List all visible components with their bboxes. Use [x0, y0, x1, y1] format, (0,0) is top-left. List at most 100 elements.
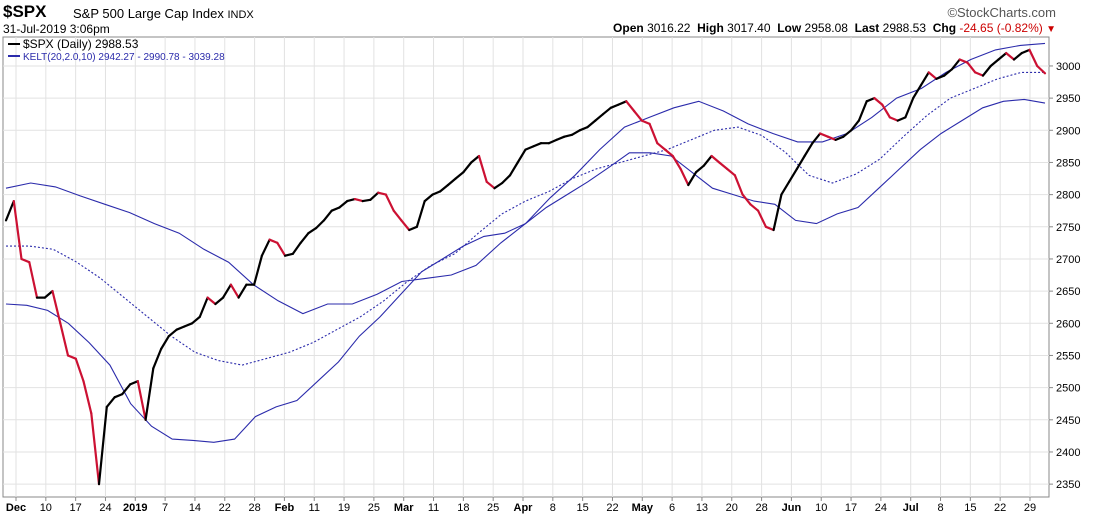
price-segment-up [43, 290, 54, 299]
price-segment-down [392, 209, 403, 222]
x-tick-label: 15 [964, 502, 976, 514]
x-tick-label: 15 [577, 502, 589, 514]
index-full-name: S&P 500 Large Cap Index [73, 6, 224, 21]
price-segment-down [826, 135, 837, 141]
price-segment-up [129, 380, 139, 386]
y-tick-label: 2550 [1056, 350, 1080, 362]
y-tick-label: 2950 [1056, 93, 1080, 105]
price-segment-up [121, 383, 132, 396]
price-segment-down [671, 154, 682, 170]
price-segment-down [353, 198, 364, 203]
price-segment-up [291, 241, 302, 255]
price-segment-down [82, 380, 93, 415]
price-segment-up [144, 367, 155, 421]
x-tick-label: 8 [550, 502, 556, 514]
price-segment-down [873, 96, 884, 106]
price-segment-up [462, 161, 473, 174]
x-tick-label: 14 [189, 502, 201, 514]
price-segment-up [997, 51, 1008, 61]
price-segment-down [733, 174, 744, 196]
y-tick-label: 2850 [1056, 157, 1080, 169]
y-tick-label: 2750 [1056, 222, 1080, 234]
price-segment-up [439, 183, 450, 193]
x-tick-label: 20 [726, 502, 738, 514]
open-label: Open [613, 21, 644, 35]
price-segment-down [718, 161, 729, 170]
price-segment-up [989, 58, 1000, 68]
price-segment-up [1020, 48, 1031, 55]
price-segment-up [322, 209, 333, 222]
price-segment-up [431, 190, 442, 196]
ohlc-readout: Open 3016.22 High 3017.40 Low 2958.08 La… [613, 21, 1056, 35]
price-segment-down [12, 200, 23, 261]
price-segment-down [74, 357, 85, 383]
x-tick-label: 2019 [123, 502, 147, 514]
open-value: 3016.22 [647, 21, 691, 35]
price-segment-up [4, 200, 15, 222]
x-tick-label: Jul [903, 502, 919, 514]
stockcharts-watermark: ©StockCharts.com [947, 5, 1056, 20]
price-segment-up [214, 296, 225, 306]
price-segment-up [454, 171, 465, 180]
price-segment-up [547, 138, 558, 145]
price-segment-up [563, 133, 574, 138]
price-segment-up [687, 171, 698, 187]
price-segment-down [725, 167, 737, 177]
price-segment-up [470, 154, 481, 164]
y-tick-label: 2450 [1056, 415, 1080, 427]
price-segment-down [974, 71, 985, 77]
price-segment-up [346, 198, 356, 203]
price-segment-up [222, 283, 232, 299]
price-segment-up [175, 325, 186, 331]
price-segment-down [400, 219, 411, 232]
price-segment-down [966, 61, 977, 74]
price-segment-up [919, 71, 930, 87]
price-segment-down [927, 71, 938, 80]
price-segment-down [268, 238, 279, 244]
price-segment-up [160, 335, 170, 351]
price-segment-down [206, 296, 217, 306]
price-segment-down [1028, 48, 1039, 68]
y-tick-label: 2900 [1056, 125, 1080, 137]
price-segment-down [276, 241, 287, 257]
legend-label: $SPX (Daily) 2988.53 [23, 37, 139, 51]
price-segment-up [896, 116, 907, 122]
x-tick-label: 25 [368, 502, 380, 514]
x-tick-label: 25 [487, 502, 499, 514]
price-segment-up [516, 148, 527, 164]
price-segment-up [811, 132, 822, 145]
price-segment-up [795, 154, 806, 170]
price-segment-down [625, 100, 636, 113]
price-segment-up [501, 174, 512, 185]
x-tick-label: 8 [937, 502, 943, 514]
price-segment-down [749, 203, 760, 212]
x-tick-label: Mar [394, 502, 414, 514]
price-segment-up [508, 161, 519, 177]
price-segment-up [105, 396, 116, 408]
price-segment-up [415, 200, 426, 228]
price-segment-down [90, 412, 101, 486]
down-arrow-icon: ▼ [1046, 24, 1056, 35]
price-segment-up [609, 103, 620, 109]
price-segment-up [361, 198, 372, 203]
x-tick-label: 22 [994, 502, 1006, 514]
price-segment-up [780, 180, 791, 196]
gridlines [3, 37, 1049, 497]
x-tick-label: 10 [40, 502, 52, 514]
price-segment-up [198, 296, 209, 318]
price-segment-up [1012, 51, 1023, 61]
last-label: Last [854, 21, 880, 35]
price-segment-down [663, 148, 674, 158]
y-tick-label: 2700 [1056, 254, 1080, 266]
ticker-symbol: $SPX [3, 2, 47, 21]
price-segment-up [260, 238, 271, 257]
x-tick-label: 6 [669, 502, 675, 514]
price-segment-up [694, 164, 705, 174]
y-tick-label: 2600 [1056, 318, 1080, 330]
x-tick-label: 11 [428, 502, 439, 514]
y-tick-label: 2350 [1056, 479, 1080, 491]
price-segment-down [66, 354, 77, 360]
high-label: High [697, 21, 724, 35]
